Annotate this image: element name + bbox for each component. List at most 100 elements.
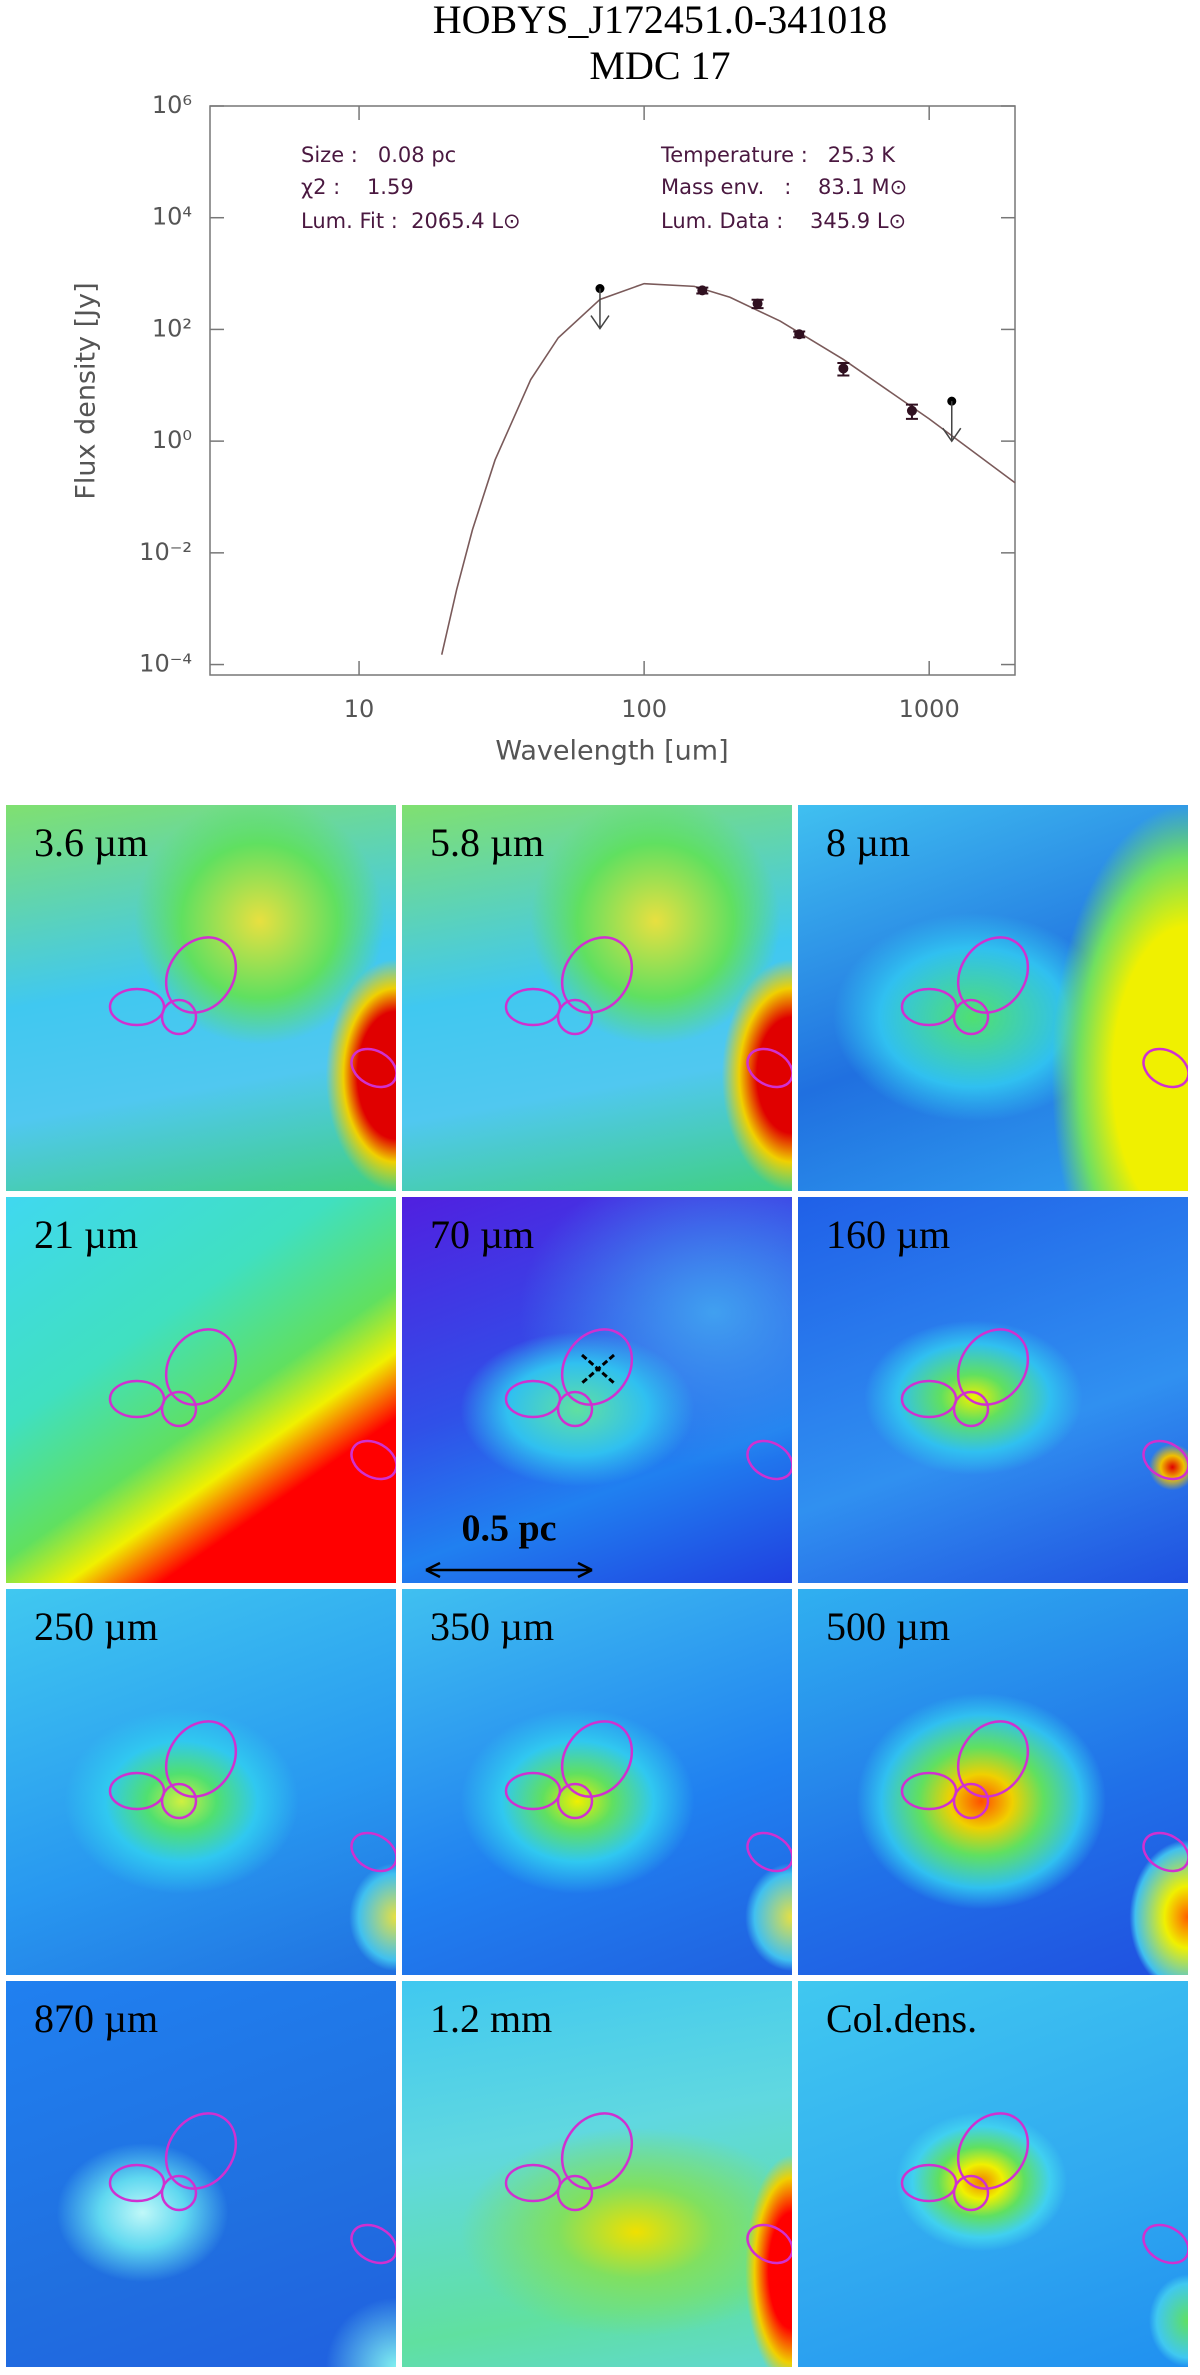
x-tick-label: 10 (344, 695, 375, 723)
image-panel: 8 µm (798, 805, 1188, 1191)
panel-label: 160 µm (826, 1212, 951, 1257)
x-tick-label: 100 (621, 695, 667, 723)
aperture (956, 1328, 1030, 1406)
plot-frame (209, 105, 1016, 676)
chart-subtitle: MDC 17 (589, 43, 730, 88)
image-panel: Col.dens. (798, 1981, 1188, 2367)
aperture (350, 1439, 396, 1481)
aperture (1142, 1439, 1188, 1481)
aperture (952, 998, 990, 1036)
aperture (560, 1720, 634, 1798)
aperture (556, 2174, 594, 2212)
panel-label: 350 µm (430, 1604, 555, 1649)
aperture (952, 1782, 990, 1820)
aperture (1142, 1047, 1188, 1089)
x-tick-label: 1000 (899, 695, 960, 723)
aperture-overlay (108, 1720, 396, 1873)
data-point (697, 285, 708, 296)
image-panel: 160 µm (798, 1197, 1188, 1583)
y-tick-label: 10⁰ (152, 426, 192, 454)
aperture (900, 1379, 958, 1419)
aperture (108, 1379, 166, 1419)
fit-annotation: χ2 : 1.59 (301, 175, 414, 199)
panel-label: 3.6 µm (34, 820, 149, 865)
fit-annotation: Size : 0.08 pc (301, 143, 456, 167)
panel-label: 500 µm (826, 1604, 951, 1649)
scale-bar-label: 0.5 pc (462, 1508, 557, 1550)
aperture (164, 936, 238, 1014)
aperture-overlay (504, 2112, 792, 2265)
image-panel: 3.6 µm (6, 805, 396, 1191)
fit-annotation: Lum. Data : 345.9 L⊙ (661, 209, 906, 233)
aperture (108, 1771, 166, 1811)
y-tick-label: 10⁻² (139, 538, 192, 566)
aperture (556, 1782, 594, 1820)
y-tick-label: 10⁶ (152, 91, 192, 119)
panel-label: Col.dens. (826, 1996, 978, 2041)
chart-title: HOBYS_J172451.0-341018 (433, 0, 887, 42)
image-panel: 1.2 mm (402, 1981, 792, 2367)
aperture (560, 936, 634, 1014)
image-panel: 500 µm (798, 1589, 1188, 1975)
aperture (164, 1720, 238, 1798)
aperture (746, 1439, 792, 1481)
cross-marker (581, 1353, 615, 1385)
aperture (746, 1047, 792, 1089)
upper-limit-arrow (942, 401, 962, 443)
aperture (956, 1720, 1030, 1798)
data-point (906, 405, 917, 416)
aperture (504, 1379, 562, 1419)
fit-annotation: Temperature : 25.3 K (660, 143, 896, 167)
aperture (1142, 1831, 1188, 1873)
panel-label: 21 µm (34, 1212, 139, 1257)
aperture (160, 998, 198, 1036)
aperture (956, 936, 1030, 1014)
aperture-overlay (900, 2112, 1188, 2265)
aperture (560, 1328, 634, 1406)
aperture-overlay: 0.5 pc (425, 1328, 792, 1579)
y-axis-label: Flux density [Jy] (71, 282, 102, 499)
aperture (556, 1390, 594, 1428)
aperture (900, 2163, 958, 2203)
aperture (560, 2112, 634, 2190)
aperture (956, 2112, 1030, 2190)
panel-label: 70 µm (430, 1212, 535, 1257)
data-point (838, 363, 849, 374)
x-axis-label: Wavelength [um] (495, 736, 728, 767)
panel-label: 870 µm (34, 1996, 159, 2041)
panel-label: 8 µm (826, 820, 911, 865)
aperture (556, 998, 594, 1036)
y-tick-label: 10⁻⁴ (139, 650, 192, 678)
aperture (900, 987, 958, 1027)
upper-limit-arrow (590, 288, 610, 330)
y-tick-label: 10² (152, 314, 192, 342)
aperture-overlay (900, 936, 1188, 1089)
aperture (504, 2163, 562, 2203)
image-panel: 0.5 pc 70 µm (402, 1197, 792, 1583)
y-tick-label: 10⁴ (152, 203, 192, 231)
data-point (752, 298, 763, 309)
aperture-overlay (504, 936, 792, 1089)
aperture-overlay (108, 1328, 396, 1481)
aperture (160, 1782, 198, 1820)
scale-bar (425, 1561, 593, 1579)
image-panel: 5.8 µm (402, 805, 792, 1191)
aperture (108, 987, 166, 1027)
aperture (108, 2163, 166, 2203)
aperture-overlay (900, 1720, 1188, 1873)
aperture (504, 987, 562, 1027)
fit-annotation: Lum. Fit : 2065.4 L⊙ (301, 209, 521, 233)
aperture (350, 1831, 396, 1873)
aperture-overlay (900, 1328, 1188, 1481)
sed-chart: HOBYS_J172451.0-341018 MDC 17 Wavelength… (71, 0, 1016, 767)
image-panel: 350 µm (402, 1589, 792, 1975)
aperture (900, 1771, 958, 1811)
aperture (504, 1771, 562, 1811)
aperture-overlay (504, 1720, 792, 1873)
aperture (952, 1390, 990, 1428)
aperture (160, 1390, 198, 1428)
aperture (350, 1047, 396, 1089)
aperture (164, 2112, 238, 2190)
panel-label: 5.8 µm (430, 820, 545, 865)
